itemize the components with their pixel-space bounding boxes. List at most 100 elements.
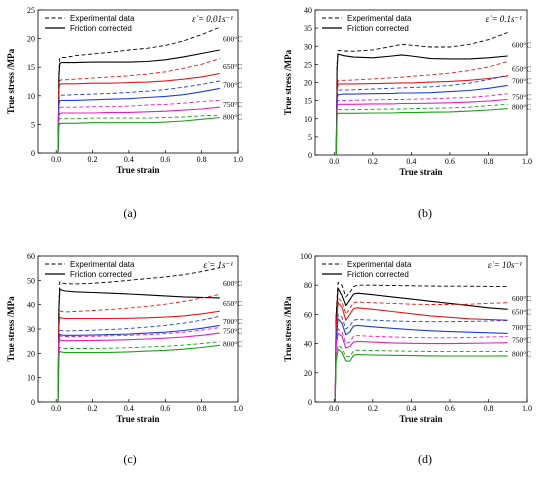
- x-tick-label: 0.2: [88, 155, 98, 164]
- series-line-750-solid: [334, 332, 508, 403]
- temperature-label-700: 700°C: [512, 76, 531, 85]
- legend-experimental-label: Experimental data: [347, 260, 412, 269]
- x-tick-label: 0.6: [445, 404, 455, 413]
- temperature-label-650: 650°C: [512, 307, 531, 316]
- series-line-600-solid: [57, 288, 220, 403]
- y-tick-label: 25: [27, 6, 35, 15]
- y-tick-label: 0: [308, 398, 312, 407]
- x-tick-label: 1.0: [522, 157, 532, 166]
- panel-3: 0.0 0.2 0.4 0.6 0.8 1.0 0 10 20 30 40 50 60 True stra…: [6, 252, 243, 466]
- series-line-800-dashed: [335, 103, 508, 156]
- y-tick-label: 30: [304, 42, 312, 51]
- x-tick-label: 0.4: [124, 155, 134, 164]
- series-line-700-dashed: [334, 313, 508, 403]
- y-tick-label: 10: [304, 115, 312, 124]
- temperature-label-800: 800°C: [512, 350, 531, 359]
- legend-experimental-label: Experimental data: [70, 260, 135, 269]
- temperature-label-600: 600°C: [223, 35, 242, 44]
- y-tick-label: 60: [27, 252, 35, 261]
- x-tick-label: 0.2: [368, 404, 378, 413]
- series-line-600-solid: [335, 53, 508, 156]
- panel-label: (c): [123, 452, 136, 466]
- panel-2: 0.0 0.2 0.4 0.6 0.8 1.0 0 5 10 15 20 25 30 35 40 True s…: [283, 6, 532, 220]
- series-line-800-dashed: [57, 114, 220, 154]
- x-axis-label: True strain: [116, 414, 159, 424]
- x-tick-label: 0.6: [160, 155, 170, 164]
- x-axis-label: True strain: [399, 167, 442, 177]
- series-line-650-solid: [335, 75, 508, 156]
- x-tick-label: 0.2: [368, 157, 378, 166]
- y-tick-label: 5: [31, 120, 35, 129]
- x-tick-label: 1.0: [522, 404, 532, 413]
- series-line-750-solid: [57, 332, 220, 403]
- series-line-600-dashed: [57, 267, 220, 403]
- temperature-label-600: 600°C: [512, 40, 531, 49]
- series-line-750-solid: [335, 98, 508, 156]
- series-line-800-dashed: [57, 341, 220, 403]
- x-axis-label: True strain: [116, 165, 159, 175]
- series-line-800-solid: [57, 116, 220, 154]
- panel-label: (d): [418, 452, 432, 466]
- temperature-label-700: 700°C: [223, 317, 242, 326]
- y-tick-label: 25: [304, 60, 312, 69]
- plot-frame: [314, 255, 528, 403]
- temperature-label-650: 650°C: [223, 299, 242, 308]
- series-line-700-solid: [335, 84, 508, 156]
- series-line-700-dashed: [335, 74, 508, 156]
- series-line-650-dashed: [334, 297, 508, 403]
- series-line-700-solid: [57, 324, 220, 403]
- series-line-600-dashed: [57, 26, 220, 154]
- series-line-600-dashed: [335, 32, 508, 156]
- legend-experimental-label: Experimental data: [347, 14, 412, 23]
- y-tick-label: 10: [27, 374, 35, 383]
- temperature-label-650: 650°C: [512, 65, 531, 74]
- series-line-800-solid: [334, 348, 508, 403]
- y-tick-label: 5: [308, 133, 312, 142]
- series-line-700-dashed: [57, 315, 220, 403]
- series-line-600-solid: [57, 49, 220, 154]
- x-tick-label: 0.4: [124, 404, 134, 413]
- x-tick-label: 0.8: [197, 155, 207, 164]
- y-tick-label: 10: [27, 92, 35, 101]
- y-axis-label: True stress /MPa: [6, 296, 16, 362]
- series-line-650-dashed: [335, 61, 508, 156]
- y-tick-label: 20: [304, 369, 312, 378]
- y-tick-label: 35: [304, 24, 312, 33]
- series-line-650-solid: [57, 72, 220, 154]
- y-axis-label: True stress /MPa: [283, 296, 293, 362]
- temperature-label-750: 750°C: [223, 326, 242, 335]
- y-tick-label: 20: [27, 35, 35, 44]
- temperature-label-600: 600°C: [223, 279, 242, 288]
- x-tick-label: 0.6: [160, 404, 170, 413]
- x-tick-label: 0.2: [88, 404, 98, 413]
- x-tick-label: 0.0: [51, 155, 61, 164]
- series-line-600-dashed: [334, 281, 508, 403]
- x-tick-label: 0.0: [329, 157, 339, 166]
- series-line-650-solid: [57, 310, 220, 403]
- series-line-750-dashed: [334, 328, 508, 403]
- strain-rate-label: ε̇ = 1s⁻¹: [203, 260, 233, 270]
- panel-4: 0.0 0.2 0.4 0.6 0.8 1.0 0 20 40 60 80 100 True strai…: [283, 252, 532, 466]
- series-line-750-solid: [57, 106, 220, 154]
- y-tick-label: 20: [27, 349, 35, 358]
- temperature-label-600: 600°C: [512, 294, 531, 303]
- y-axis-label: True stress /MPa: [6, 48, 16, 114]
- legend-corrected-label: Friction corrected: [70, 270, 132, 279]
- series-line-750-dashed: [57, 99, 220, 154]
- temperature-label-750: 750°C: [223, 100, 242, 109]
- plot-frame: [37, 9, 239, 154]
- x-axis-label: True strain: [399, 414, 442, 424]
- y-tick-label: 20: [304, 79, 312, 88]
- y-tick-label: 50: [27, 276, 35, 285]
- x-tick-label: 0.8: [197, 404, 207, 413]
- x-tick-label: 0.0: [329, 404, 339, 413]
- temperature-label-800: 800°C: [223, 112, 242, 121]
- series-line-750-dashed: [335, 93, 508, 156]
- temperature-label-750: 750°C: [512, 336, 531, 345]
- x-tick-label: 0.6: [445, 157, 455, 166]
- y-tick-label: 0: [308, 151, 312, 160]
- series-line-700-dashed: [57, 80, 220, 154]
- y-tick-label: 40: [304, 6, 312, 15]
- panel-1: 0.0 0.2 0.4 0.6 0.8 1.0 0 5 10 15 20 25 True strain T…: [6, 6, 243, 220]
- x-tick-label: 0.8: [483, 404, 493, 413]
